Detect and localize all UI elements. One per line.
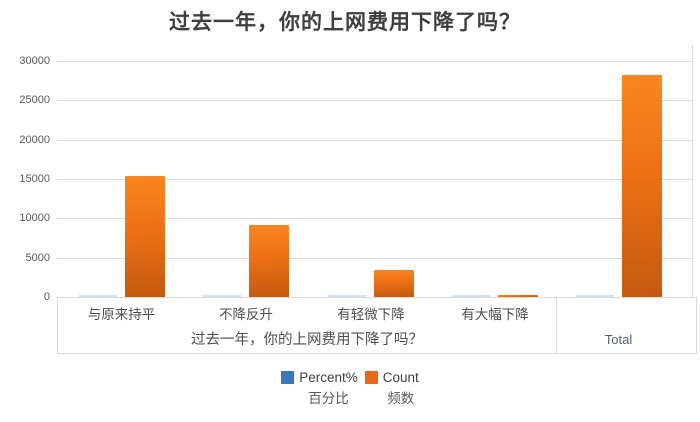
count-bar — [498, 294, 538, 297]
legend: Percent% 百分比 Count 频数 — [0, 370, 700, 407]
percent-bar — [575, 295, 614, 297]
y-axis-tick-label: 0 — [43, 291, 50, 303]
gridline — [57, 139, 693, 141]
gridline — [57, 61, 693, 62]
plot-area: 0 5000 10000 15000 20000 25000 30000 — [19, 45, 693, 303]
chart-title: 过去一年，你的上网费用下降了吗？ — [169, 10, 521, 34]
category-label: 有大幅下降 — [461, 307, 529, 322]
gridline — [57, 257, 693, 259]
gridline — [57, 218, 693, 220]
x-axis-label-box: 过去一年，你的上网费用下降了吗？ 与原来持平 不降反升 有轻微下降 有大幅下降 Tota… — [57, 297, 697, 354]
percent-bar — [328, 295, 366, 297]
y-axis-tick-label: 5000 — [25, 251, 50, 264]
percent-legend-swatch — [281, 371, 295, 384]
category-label: 不降反升 — [219, 307, 273, 322]
gridline — [57, 179, 693, 180]
count-bar — [124, 175, 165, 297]
y-axis-tick-label: 15000 — [19, 173, 50, 185]
category-label: 有轻微下降 — [337, 307, 405, 322]
percent-legend-label-zh: 百分比 — [308, 391, 349, 406]
y-axis-tick-label: 30000 — [19, 55, 50, 67]
percent-bar — [78, 295, 117, 297]
y-axis-tick-label: 10000 — [19, 212, 50, 225]
legend-item-count: Count 频数 — [364, 370, 419, 407]
percent-legend-label: Percent% — [299, 370, 358, 385]
count-bar — [249, 225, 289, 297]
gridline — [57, 100, 693, 102]
plot-right-border — [692, 45, 693, 297]
count-legend-label-zh: 频数 — [387, 391, 415, 406]
percent-bar — [452, 295, 490, 297]
total-panel-divider — [556, 298, 557, 353]
count-legend-swatch — [364, 371, 378, 384]
count-bar — [621, 75, 662, 297]
category-label: Total — [604, 332, 633, 347]
x-axis-title: 过去一年，你的上网费用下降了吗？ — [191, 332, 423, 348]
y-axis-tick-label: 25000 — [19, 94, 50, 107]
percent-bar — [203, 295, 241, 297]
count-legend-label: Count — [382, 370, 419, 385]
count-bar — [374, 270, 414, 297]
category-label: 与原来持平 — [87, 307, 156, 322]
legend-item-percent: Percent% 百分比 — [281, 370, 358, 407]
y-axis-tick-label: 20000 — [19, 133, 50, 146]
